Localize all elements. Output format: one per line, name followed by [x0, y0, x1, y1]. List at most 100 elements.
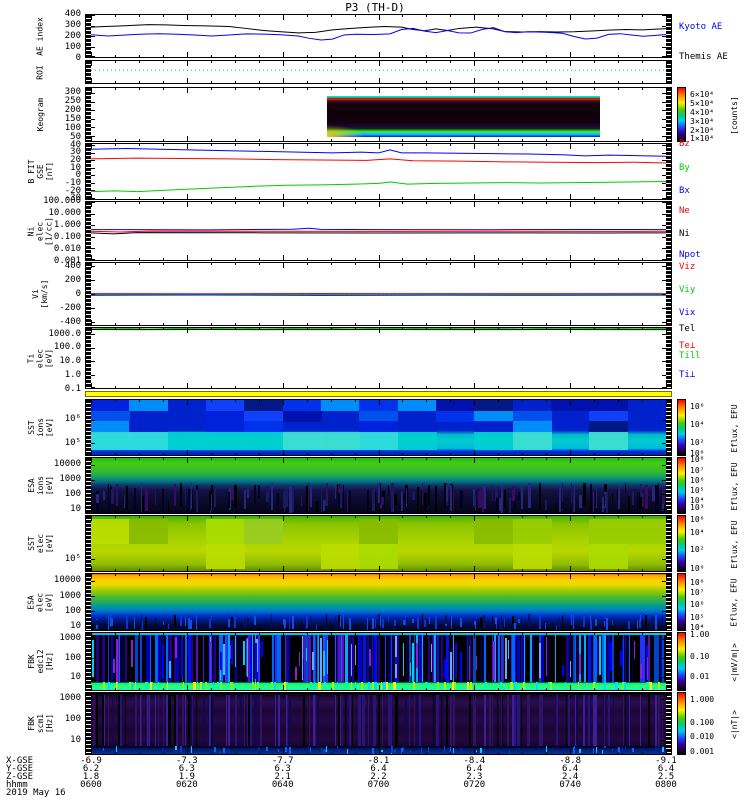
spectro-streak — [141, 635, 143, 682]
spectro-streak — [214, 746, 216, 753]
spectro-streak — [654, 635, 657, 682]
spectro-streak — [517, 635, 521, 682]
spectro-streak — [599, 635, 601, 675]
spectro-streak — [511, 635, 515, 682]
time-tick — [546, 511, 548, 513]
time-tick — [426, 61, 428, 63]
spectro-streak — [248, 694, 251, 747]
time-tick — [474, 255, 476, 260]
time-tick — [474, 320, 476, 325]
time-tick — [234, 15, 236, 17]
y-tick-mark — [91, 127, 95, 129]
spectro-streak — [129, 682, 131, 690]
spectro-streak — [445, 483, 448, 501]
spectro-streak — [369, 649, 371, 666]
series-By — [91, 182, 666, 192]
time-tick — [91, 255, 92, 260]
spectro-streak — [412, 618, 415, 624]
spectro-streak — [286, 694, 288, 747]
spectro-streak — [391, 746, 394, 754]
spectro-streak — [346, 748, 348, 754]
spectro-streak — [110, 635, 113, 682]
spectro-streak — [286, 694, 289, 747]
spectro-streak — [480, 488, 483, 509]
time-tick — [378, 383, 380, 388]
spectro-streak — [505, 638, 507, 679]
colorbar-tick-label: 6×10⁴ — [690, 90, 715, 100]
spectro-streak — [135, 635, 138, 682]
spectro-streak — [402, 643, 405, 677]
spectro-streak — [610, 642, 612, 671]
time-tick — [450, 323, 452, 325]
time-tick — [666, 255, 667, 260]
spectro-streak — [317, 635, 319, 682]
spectro-streak — [435, 635, 438, 682]
spectro-streak — [410, 750, 412, 753]
fbk-edc12-ylabel-line: edc12 — [35, 649, 45, 674]
spectro-streak — [424, 682, 428, 690]
axis-row-label-X-GSE: X-GSE — [6, 756, 34, 766]
spectro-streak — [339, 616, 342, 628]
colorbar-tick-label: 10⁶ — [690, 599, 705, 609]
time-tick — [354, 258, 356, 260]
esa-elec-ylabel-line: ESA — [26, 594, 36, 610]
spectro-streak — [342, 635, 344, 682]
time-tick — [330, 88, 332, 90]
time-tick — [426, 569, 428, 571]
time-tick — [234, 400, 236, 402]
spectro-streak — [133, 617, 136, 629]
spectro-streak — [336, 483, 338, 495]
time-tick — [642, 516, 644, 518]
time-tick — [114, 574, 116, 576]
spectro-streak — [419, 635, 421, 682]
time-tick — [282, 136, 284, 141]
time-tick — [642, 458, 644, 460]
spectro-streak — [583, 483, 587, 507]
panel-separator — [85, 391, 672, 397]
ni-plot — [91, 202, 666, 260]
spectro-streak — [618, 747, 620, 754]
axis-value: 2.4 — [562, 772, 579, 782]
spectro-cell — [244, 410, 284, 422]
spectro-streak — [651, 615, 654, 624]
axis-value: -8.8 — [559, 756, 581, 766]
spectro-streak — [412, 642, 414, 682]
time-tick — [594, 144, 596, 146]
time-tick — [618, 511, 620, 513]
time-tick — [522, 55, 524, 57]
spectro-streak — [507, 694, 510, 747]
spectro-streak — [260, 694, 262, 747]
spectro-streak — [148, 694, 151, 747]
spectro-streak — [395, 663, 397, 679]
b-fit-plot — [91, 144, 666, 199]
roi-ylabel: ROI — [36, 60, 45, 84]
sst-elec-ylabel: SST elec [eV] — [27, 515, 54, 572]
spectro-cell — [436, 410, 475, 422]
time-tick — [114, 693, 116, 695]
time-tick — [426, 516, 428, 518]
time-tick — [546, 453, 548, 455]
time-tick — [522, 511, 524, 513]
y-tick-label: 100 — [64, 122, 81, 133]
time-tick — [498, 328, 500, 330]
spectro-streak — [366, 617, 369, 630]
spectro-streak — [661, 615, 664, 630]
spectro-streak — [102, 682, 106, 690]
time-tick — [642, 55, 644, 57]
spectro-streak — [527, 694, 529, 747]
y-tick-mark — [662, 93, 666, 95]
axis-bar-right — [666, 328, 671, 388]
time-tick — [258, 258, 260, 260]
time-tick — [234, 88, 236, 90]
time-tick — [210, 633, 212, 635]
colorbar-tick-label: 2×10⁴ — [690, 126, 715, 135]
spectro-streak — [349, 694, 351, 747]
y-tick-label: 100.0 — [53, 342, 81, 353]
time-tick — [522, 323, 524, 325]
y-tick-mark — [91, 419, 95, 421]
spectro-streak — [535, 682, 538, 690]
time-tick — [114, 258, 116, 260]
time-tick — [378, 516, 380, 521]
time-tick — [450, 328, 452, 330]
time-tick — [642, 81, 644, 83]
